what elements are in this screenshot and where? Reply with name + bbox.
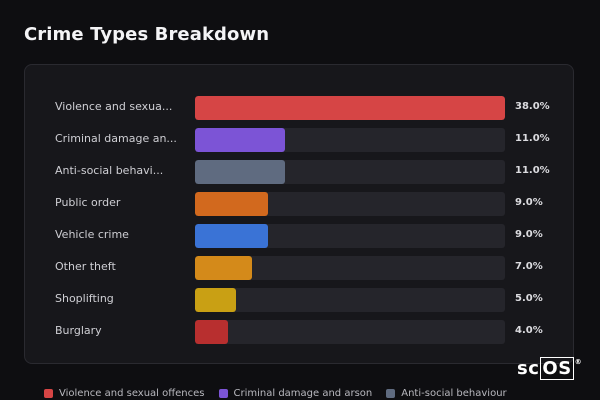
logo-registered-mark: ®	[574, 358, 583, 366]
bar-track	[195, 320, 505, 344]
chart-legend: Violence and sexual offences Criminal dam…	[44, 386, 507, 400]
legend-entry: Anti-social behaviour	[386, 386, 507, 400]
bar-value-label: 11.0%	[515, 133, 550, 144]
bar	[195, 320, 228, 344]
bar-label: Burglary	[55, 324, 102, 337]
legend-swatch	[44, 388, 53, 398]
bar-track	[195, 224, 505, 248]
bar-label: Shoplifting	[55, 292, 114, 305]
bar-value-label: 38.0%	[515, 101, 550, 112]
bar-value-label: 7.0%	[515, 261, 543, 272]
bar-label: Other theft	[55, 260, 116, 273]
bar-track	[195, 160, 505, 184]
bar-track	[195, 128, 505, 152]
bar-label: Public order	[55, 196, 121, 209]
bar	[195, 256, 253, 280]
bar-label: Criminal damage an...	[55, 132, 177, 145]
chart-panel: Violence and sexua... 38.0% Criminal damag…	[24, 64, 574, 364]
brand-logo: sc OS ®	[517, 357, 583, 380]
bar-row: Shoplifting 5.0%	[25, 288, 575, 312]
bar-label: Anti-social behavi...	[55, 164, 164, 177]
legend-swatch	[386, 388, 396, 398]
bar-row: Burglary 4.0%	[25, 320, 575, 344]
bar-value-label: 4.0%	[515, 325, 543, 336]
legend-label: Criminal damage and arson	[233, 387, 373, 399]
bar-row: Criminal damage an... 11.0%	[25, 128, 575, 152]
bar-label: Violence and sexua...	[55, 100, 173, 113]
bar-row: Vehicle crime 9.0%	[25, 224, 575, 248]
bar-row: Other theft 7.0%	[25, 256, 575, 280]
chart-title: Crime Types Breakdown	[24, 24, 270, 45]
bar-row: Violence and sexua... 38.0%	[25, 96, 575, 120]
bar	[195, 288, 236, 312]
bar-label: Vehicle crime	[55, 228, 129, 241]
bar	[195, 128, 285, 152]
bar-track	[195, 256, 505, 280]
bar	[195, 96, 505, 120]
legend-entry: Violence and sexual offences	[44, 386, 205, 400]
legend-label: Violence and sexual offences	[59, 387, 205, 399]
legend-entry: Criminal damage and arson	[218, 386, 373, 400]
bar	[195, 192, 269, 216]
bar	[195, 224, 269, 248]
bar-value-label: 5.0%	[515, 293, 543, 304]
legend-label: Anti-social behaviour	[401, 387, 507, 399]
logo-prefix: sc	[517, 358, 540, 379]
bar-track	[195, 192, 505, 216]
logo-boxed: OS	[540, 357, 574, 380]
bar-track	[195, 288, 505, 312]
legend-swatch	[218, 388, 228, 398]
bar-value-label: 9.0%	[515, 197, 543, 208]
bar	[195, 160, 285, 184]
bar-value-label: 11.0%	[515, 165, 550, 176]
bar-value-label: 9.0%	[515, 229, 543, 240]
bar-row: Anti-social behavi... 11.0%	[25, 160, 575, 184]
bar-row: Public order 9.0%	[25, 192, 575, 216]
bar-track	[195, 96, 505, 120]
